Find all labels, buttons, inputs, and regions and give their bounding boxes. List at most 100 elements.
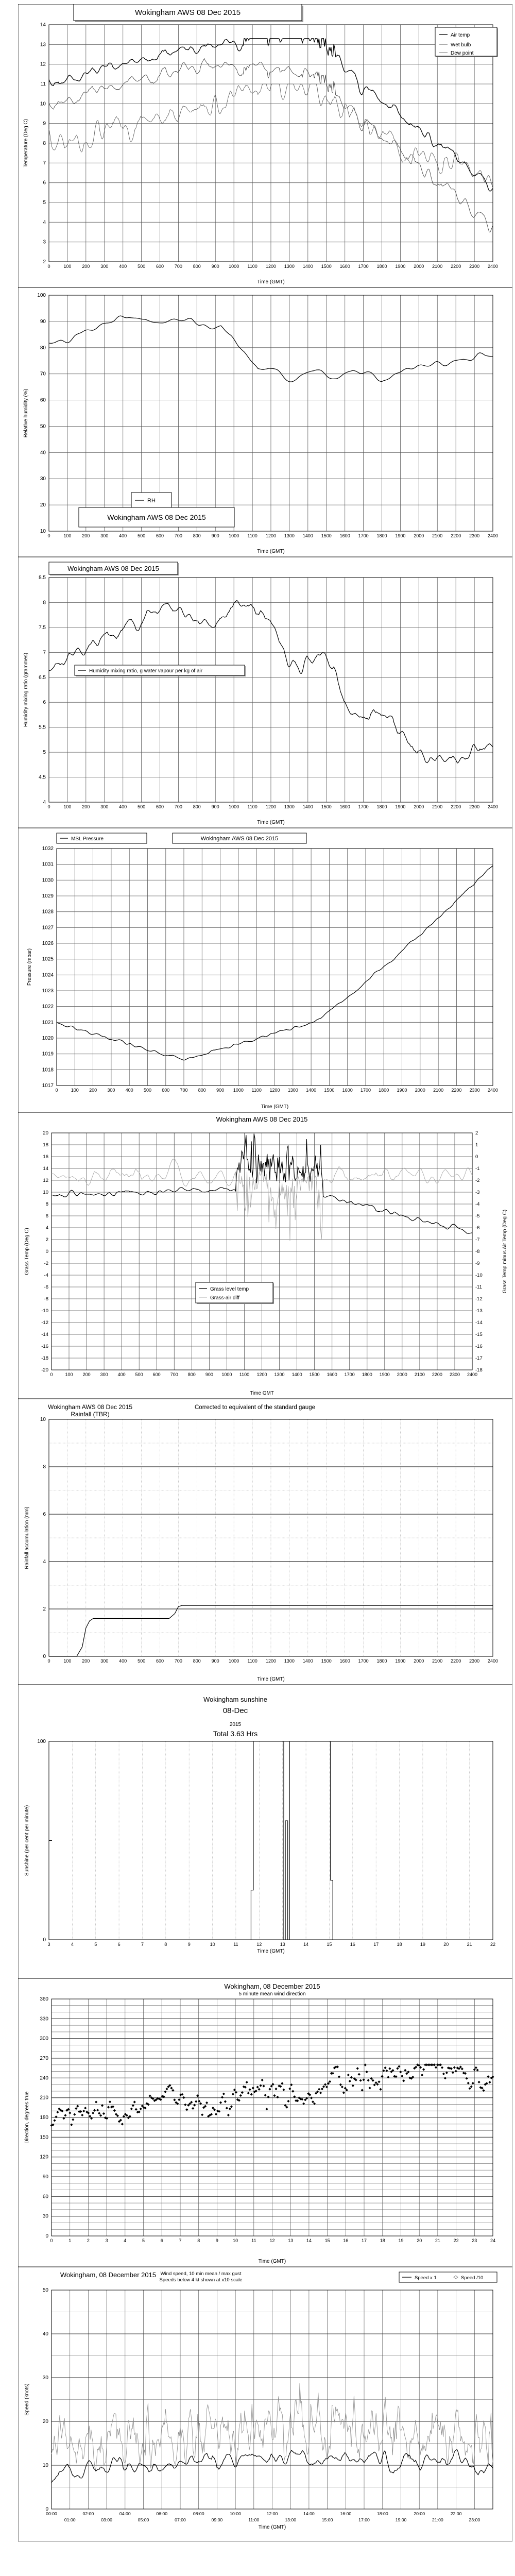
svg-text:1500: 1500 — [310, 1372, 320, 1377]
svg-text:Wokingham AWS 08 Dec 2015: Wokingham AWS 08 Dec 2015 — [67, 565, 159, 572]
svg-text:10: 10 — [233, 2238, 238, 2243]
svg-text:6: 6 — [46, 1213, 48, 1219]
svg-text:800: 800 — [198, 1088, 206, 1093]
svg-text:1300: 1300 — [284, 1658, 295, 1664]
svg-text:Speed (knots): Speed (knots) — [24, 2383, 30, 2415]
svg-text:1024: 1024 — [42, 972, 54, 978]
svg-text:Time GMT: Time GMT — [250, 1391, 274, 1396]
svg-text:12: 12 — [43, 1178, 48, 1183]
svg-text:10:00: 10:00 — [230, 2511, 241, 2516]
svg-text:Wokingham AWS 08 Dec 2015: Wokingham AWS 08 Dec 2015 — [48, 1403, 132, 1411]
svg-text:13: 13 — [40, 42, 46, 47]
svg-text:18: 18 — [397, 1942, 402, 1947]
svg-text:4: 4 — [43, 219, 46, 225]
svg-text:6: 6 — [161, 2238, 163, 2243]
svg-text:Time (GMT): Time (GMT) — [259, 2524, 286, 2530]
svg-text:0: 0 — [50, 1372, 53, 1377]
svg-text:500: 500 — [138, 264, 145, 269]
svg-text:9: 9 — [43, 121, 46, 127]
svg-text:12: 12 — [256, 1942, 262, 1947]
svg-text:1900: 1900 — [397, 1088, 407, 1093]
svg-text:120: 120 — [40, 2155, 48, 2160]
svg-text:Time (GMT): Time (GMT) — [259, 2259, 286, 2264]
svg-text:8: 8 — [43, 1464, 46, 1470]
svg-text:23: 23 — [472, 2238, 477, 2243]
svg-text:10: 10 — [43, 1190, 48, 1195]
svg-text:18: 18 — [43, 1142, 48, 1148]
svg-text:1200: 1200 — [269, 1088, 280, 1093]
svg-text:23:00: 23:00 — [469, 2517, 480, 2522]
svg-text:Time (GMT): Time (GMT) — [257, 1948, 285, 1954]
svg-text:400: 400 — [126, 1088, 133, 1093]
svg-text:400: 400 — [118, 1372, 126, 1377]
svg-text:1700: 1700 — [358, 264, 369, 269]
svg-text:100: 100 — [71, 1088, 79, 1093]
svg-text:1022: 1022 — [42, 1004, 54, 1010]
svg-text:1200: 1200 — [266, 1658, 276, 1664]
svg-text:17: 17 — [373, 1942, 379, 1947]
svg-text:Dew point: Dew point — [451, 50, 474, 56]
svg-text:-3: -3 — [475, 1190, 479, 1195]
svg-text:2400: 2400 — [467, 1372, 477, 1377]
svg-text:500: 500 — [144, 1088, 151, 1093]
svg-text:5: 5 — [94, 1942, 97, 1947]
svg-text:0: 0 — [50, 2238, 53, 2243]
svg-text:21: 21 — [467, 1942, 472, 1947]
svg-text:Wokingham sunshine: Wokingham sunshine — [203, 1696, 267, 1703]
svg-text:2: 2 — [43, 259, 46, 265]
svg-text:00:00: 00:00 — [46, 2511, 57, 2516]
svg-text:-14: -14 — [475, 1320, 483, 1326]
svg-text:200: 200 — [82, 264, 90, 269]
svg-text:1027: 1027 — [42, 925, 54, 930]
svg-text:2100: 2100 — [432, 533, 442, 538]
svg-text:1000: 1000 — [229, 533, 239, 538]
svg-text:1800: 1800 — [376, 264, 387, 269]
svg-text:Air temp: Air temp — [451, 32, 470, 38]
svg-text:50: 50 — [40, 423, 46, 429]
svg-text:2: 2 — [475, 1130, 478, 1136]
svg-text:21:00: 21:00 — [432, 2517, 443, 2522]
svg-text:1600: 1600 — [340, 1658, 350, 1664]
svg-text:Grass Temp (Deg C): Grass Temp (Deg C) — [24, 1228, 30, 1275]
svg-text:1100: 1100 — [252, 1088, 262, 1093]
svg-text:1100: 1100 — [247, 1658, 257, 1664]
svg-text:1300: 1300 — [284, 804, 295, 809]
svg-text:9: 9 — [216, 2238, 218, 2243]
svg-text:30: 30 — [43, 2214, 49, 2219]
svg-text:1900: 1900 — [395, 804, 405, 809]
svg-text:14: 14 — [306, 2238, 312, 2243]
svg-text:08:00: 08:00 — [193, 2511, 204, 2516]
svg-text:7: 7 — [43, 650, 46, 655]
svg-text:16: 16 — [343, 2238, 348, 2243]
svg-text:-9: -9 — [475, 1261, 479, 1266]
svg-text:-15: -15 — [475, 1332, 483, 1337]
svg-text:-12: -12 — [41, 1320, 48, 1326]
svg-text:0: 0 — [43, 1654, 46, 1659]
svg-text:600: 600 — [156, 1658, 164, 1664]
svg-text:20: 20 — [43, 2419, 49, 2425]
svg-text:2100: 2100 — [432, 1658, 442, 1664]
svg-text:Humidity mixing ratio (grammes: Humidity mixing ratio (grammes) — [23, 653, 29, 727]
svg-text:900: 900 — [216, 1088, 224, 1093]
svg-text:1300: 1300 — [274, 1372, 284, 1377]
svg-text:0: 0 — [47, 264, 50, 269]
svg-text:20: 20 — [417, 2238, 422, 2243]
svg-text:5: 5 — [43, 750, 46, 755]
svg-text:1031: 1031 — [42, 862, 54, 868]
svg-text:16: 16 — [43, 1154, 48, 1160]
svg-text:800: 800 — [193, 1658, 201, 1664]
svg-text:11: 11 — [251, 2238, 256, 2243]
svg-text:-2: -2 — [475, 1178, 479, 1183]
svg-text:5: 5 — [142, 2238, 145, 2243]
svg-text:2400: 2400 — [488, 533, 498, 538]
svg-text:1000: 1000 — [229, 804, 239, 809]
svg-text:400: 400 — [119, 264, 127, 269]
svg-text:1600: 1600 — [342, 1088, 353, 1093]
svg-text:15:00: 15:00 — [322, 2517, 333, 2522]
svg-text:2400: 2400 — [488, 1658, 498, 1664]
svg-text:Direction, degrees true: Direction, degrees true — [24, 2091, 30, 2144]
svg-text:2000: 2000 — [414, 264, 424, 269]
svg-text:12: 12 — [40, 62, 46, 67]
svg-text:08-Dec: 08-Dec — [223, 1706, 248, 1715]
svg-text:Grass Temp minus Air Temp (Deg: Grass Temp minus Air Temp (Deg C) — [502, 1210, 508, 1293]
